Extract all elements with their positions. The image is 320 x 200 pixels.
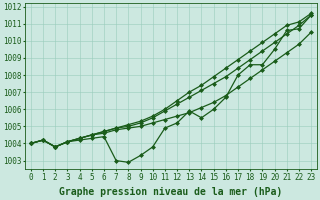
X-axis label: Graphe pression niveau de la mer (hPa): Graphe pression niveau de la mer (hPa): [60, 187, 283, 197]
